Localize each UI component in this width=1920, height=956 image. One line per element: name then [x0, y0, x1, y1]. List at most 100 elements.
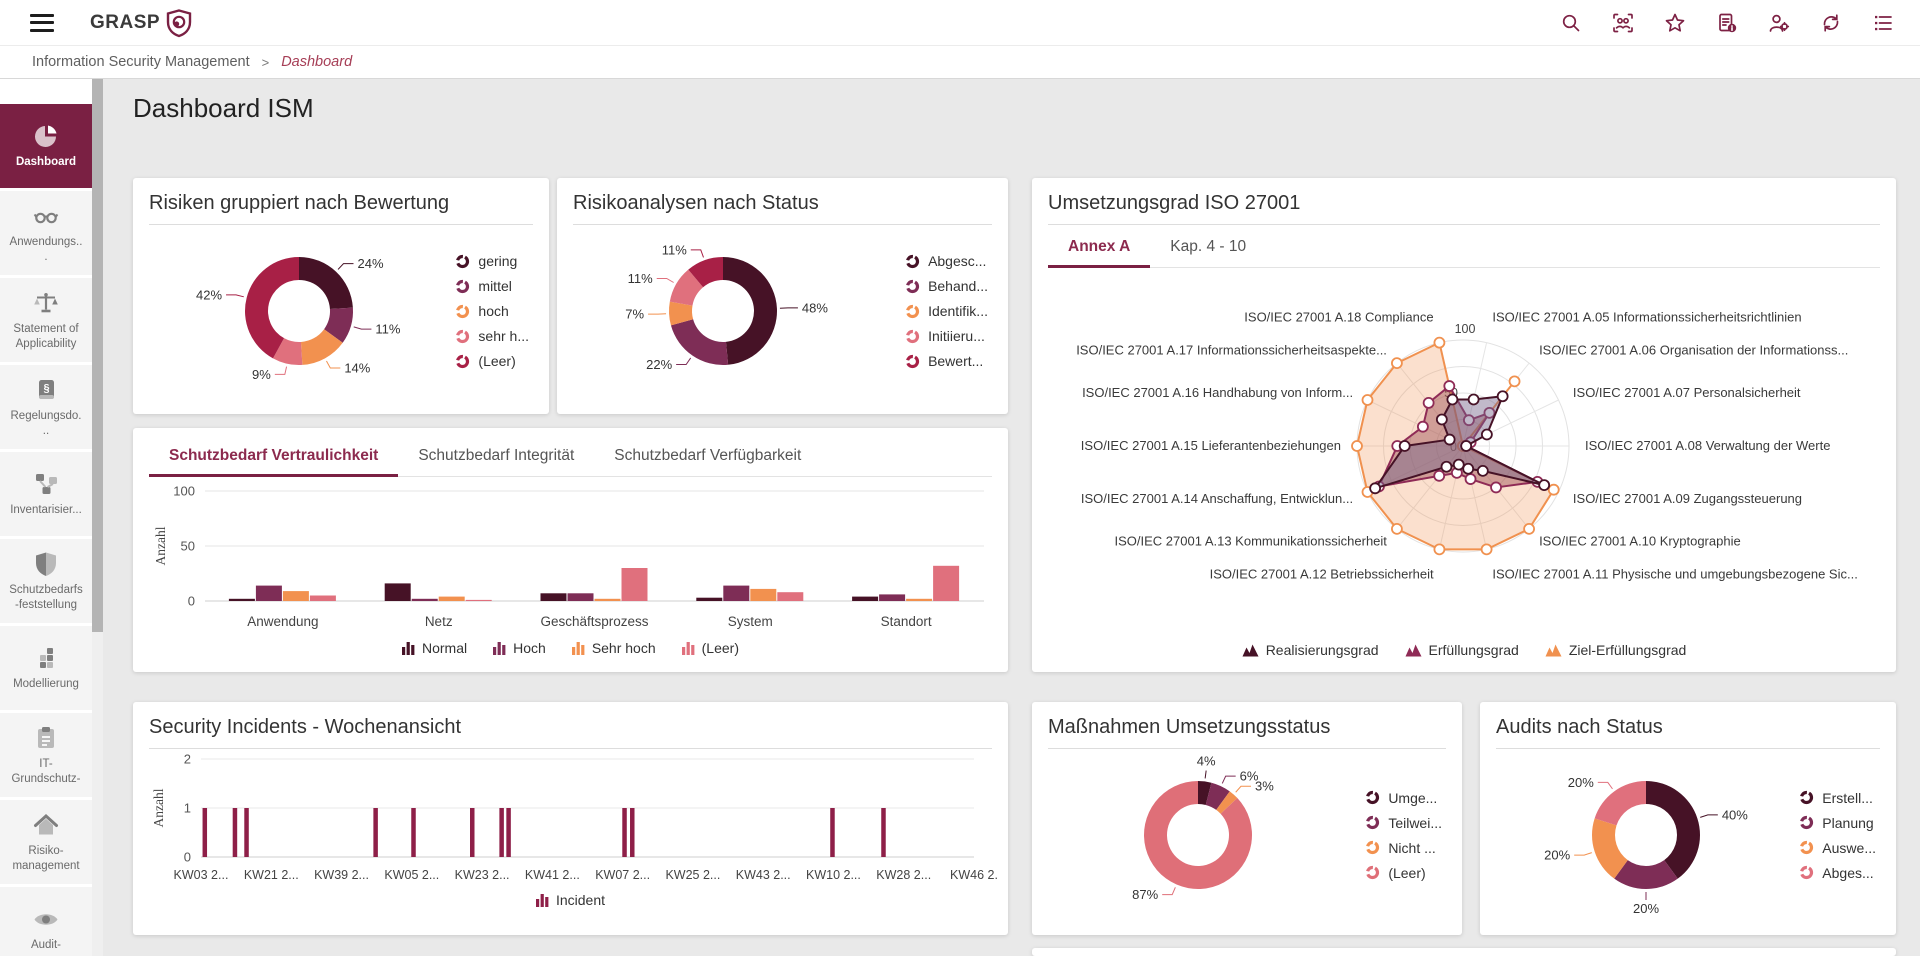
legend-item-mittel[interactable]: mittel — [455, 278, 529, 294]
bar-standort-leer[interactable] — [933, 565, 960, 601]
sidebar-item-audit[interactable]: Audit- — [0, 887, 92, 956]
legend-item-abgesc[interactable]: Abgesc... — [905, 253, 988, 269]
sync-icon[interactable] — [1820, 12, 1842, 34]
donut-segment-mittel[interactable] — [324, 307, 353, 343]
donut-segment-abgesc[interactable] — [723, 257, 777, 365]
radar-series-ziel-erf-llungsgrad[interactable] — [1356, 341, 1555, 551]
donut-segment-planung[interactable] — [1614, 860, 1678, 889]
incident-bar[interactable] — [373, 808, 378, 857]
menu-icon[interactable] — [30, 13, 54, 32]
donut-segment-umge[interactable] — [1198, 781, 1212, 805]
legend-item-leer[interactable]: (Leer) — [455, 353, 529, 369]
bar-anwendung-hoch[interactable] — [255, 585, 282, 601]
legend-item-sehr-h[interactable]: sehr h... — [455, 328, 529, 344]
donut-segment-sehr-h[interactable] — [272, 338, 303, 365]
sidebar-item-anwendungs[interactable]: Anwendungs... — [0, 191, 92, 275]
tab-schutzbedarf-verf-gbarkeit[interactable]: Schutzbedarf Verfügbarkeit — [614, 447, 802, 464]
grasp-logo[interactable]: GRASP — [90, 8, 192, 37]
incident-bar[interactable] — [622, 808, 627, 857]
bar-standort-normal[interactable] — [852, 596, 879, 601]
incident-bar[interactable] — [630, 808, 635, 857]
incident-bar[interactable] — [470, 808, 475, 857]
legend-item-behand[interactable]: Behand... — [905, 278, 988, 294]
document-info-icon[interactable] — [1716, 12, 1738, 34]
donut-segment-leer[interactable] — [245, 257, 299, 359]
legend-item-sehr-hoch[interactable]: Sehr hoch — [571, 640, 656, 656]
incident-bar[interactable] — [411, 808, 416, 857]
legend-item-identifik[interactable]: Identifik... — [905, 303, 988, 319]
bar-gesch-ftsprozess-hoch[interactable] — [567, 593, 594, 601]
legend-item-nicht[interactable]: Nicht ... — [1365, 840, 1442, 856]
donut-segment-leer[interactable] — [1144, 781, 1252, 889]
legend-item-teilwei[interactable]: Teilwei... — [1365, 815, 1442, 831]
sidebar-item-statement-of-applicability[interactable]: Statement of Applicability — [0, 278, 92, 362]
legend-item-abges[interactable]: Abges... — [1799, 865, 1876, 881]
legend-item-umge[interactable]: Umge... — [1365, 790, 1442, 806]
legend-item-erf-llungsgrad[interactable]: Erfüllungsgrad — [1405, 642, 1519, 658]
sidebar-item-modellierung[interactable]: Modellierung — [0, 626, 92, 710]
bar-netz-sehr-hoch[interactable] — [438, 596, 465, 601]
tab-schutzbedarf-integrit-t[interactable]: Schutzbedarf Integrität — [418, 447, 575, 464]
user-gear-icon[interactable] — [1768, 12, 1790, 34]
list-icon[interactable] — [1872, 12, 1894, 34]
bar-gesch-ftsprozess-normal[interactable] — [540, 593, 567, 601]
legend-item-planung[interactable]: Planung — [1799, 815, 1876, 831]
incident-bar[interactable] — [232, 808, 238, 857]
bar-gesch-ftsprozess-sehr-hoch[interactable] — [594, 598, 621, 601]
bar-system-hoch[interactable] — [723, 585, 750, 601]
donut-segment-bewert[interactable] — [688, 257, 723, 288]
donut-segment-nicht[interactable] — [1216, 791, 1238, 814]
bar-system-normal[interactable] — [696, 597, 723, 601]
legend-item-hoch[interactable]: Hoch — [493, 640, 546, 656]
bar-standort-sehr-hoch[interactable] — [906, 598, 933, 601]
bar-system-sehr-hoch[interactable] — [750, 588, 777, 601]
sidebar-item-inventarisier[interactable]: Inventarisier... — [0, 452, 92, 536]
legend-item-leer[interactable]: (Leer) — [681, 640, 739, 656]
bar-netz-leer[interactable] — [465, 599, 492, 601]
legend-item-hoch[interactable]: hoch — [455, 303, 529, 319]
people-scan-icon[interactable] — [1612, 12, 1634, 34]
donut-segment-initiieru[interactable] — [669, 269, 704, 306]
sidebar-item-regelungsdo[interactable]: § Regelungsdo... — [0, 365, 92, 449]
sidebar-item-dashboard[interactable]: Dashboard — [0, 104, 92, 188]
bar-system-leer[interactable] — [777, 592, 804, 601]
donut-segment-teilwei[interactable] — [1205, 782, 1230, 810]
legend-item-auswe[interactable]: Auswe... — [1799, 840, 1876, 856]
search-icon[interactable] — [1560, 12, 1582, 34]
bar-netz-normal[interactable] — [384, 583, 411, 601]
incident-bar[interactable] — [830, 808, 835, 857]
incident-bar[interactable] — [499, 808, 504, 857]
sidebar-item-it-grundschutz[interactable]: IT-Grundschutz- — [0, 713, 92, 797]
donut-segment-identifik[interactable] — [669, 301, 694, 326]
legend-item-normal[interactable]: Normal — [402, 640, 467, 656]
bar-anwendung-leer[interactable] — [309, 595, 336, 602]
donut-segment-auswe[interactable] — [1592, 818, 1628, 879]
bar-anwendung-normal[interactable] — [228, 598, 255, 601]
legend-item-gering[interactable]: gering — [455, 253, 529, 269]
bar-gesch-ftsprozess-leer[interactable] — [621, 568, 648, 601]
legend-item-realisierungsgrad[interactable]: Realisierungsgrad — [1242, 642, 1379, 658]
bar-anwendung-sehr-hoch[interactable] — [282, 591, 309, 601]
legend-item-initiieru[interactable]: Initiieru... — [905, 328, 988, 344]
legend-item-incident[interactable]: Incident — [535, 892, 605, 908]
tab-annex-a[interactable]: Annex A — [1048, 225, 1151, 268]
incident-bar[interactable] — [506, 808, 511, 857]
donut-segment-abges[interactable] — [1594, 781, 1646, 826]
legend-item-erstell[interactable]: Erstell... — [1799, 790, 1876, 806]
legend-item-bewert[interactable]: Bewert... — [905, 353, 988, 369]
tab-schutzbedarf-vertraulichkeit[interactable]: Schutzbedarf Vertraulichkeit — [149, 434, 399, 477]
donut-segment-behand[interactable] — [670, 319, 729, 365]
breadcrumb-section[interactable]: Information Security Management — [32, 54, 250, 70]
incident-bar[interactable] — [202, 808, 208, 857]
incident-bar[interactable] — [244, 808, 249, 857]
bar-netz-hoch[interactable] — [411, 598, 438, 601]
donut-segment-erstell[interactable] — [1646, 781, 1700, 879]
donut-segment-hoch[interactable] — [300, 329, 343, 365]
legend-item-leer[interactable]: (Leer) — [1365, 865, 1442, 881]
incident-bar[interactable] — [881, 808, 886, 857]
legend-item-ziel-erf-llungsgrad[interactable]: Ziel-Erfüllungsgrad — [1545, 642, 1686, 658]
star-icon[interactable] — [1664, 12, 1686, 34]
sidebar-item-schutzbedarfs-feststellung[interactable]: Schutzbedarfs-feststellung — [0, 539, 92, 623]
sidebar-scrollbar-thumb[interactable] — [92, 79, 103, 632]
donut-segment-gering[interactable] — [299, 257, 353, 310]
